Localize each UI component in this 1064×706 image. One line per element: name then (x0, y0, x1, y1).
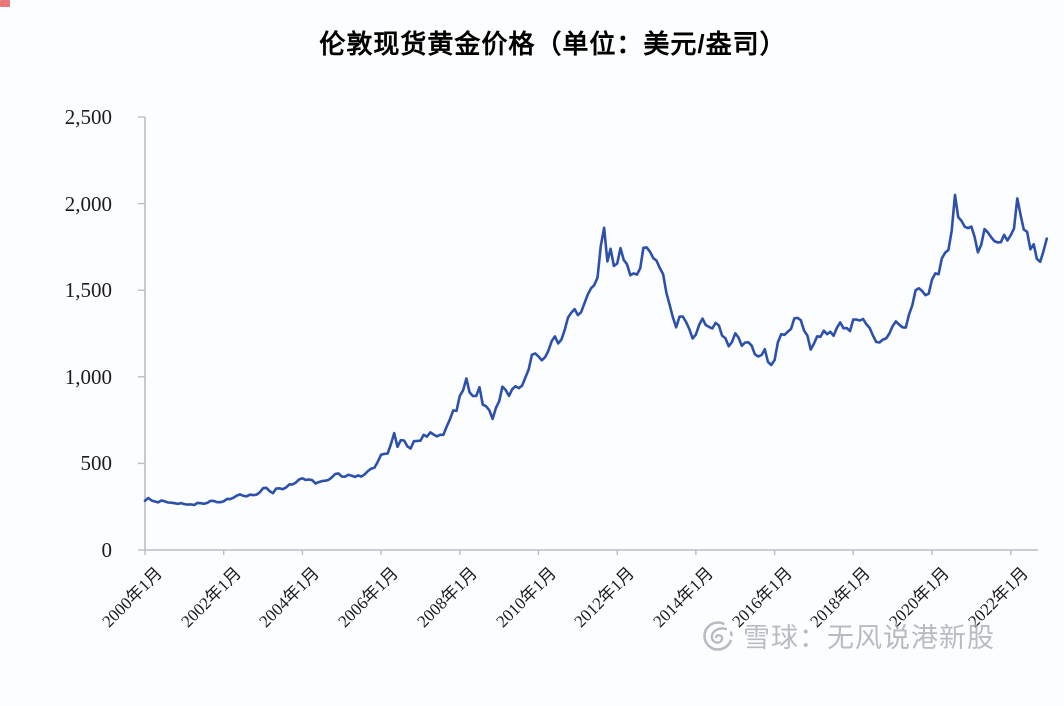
y-axis-tick-label: 2,500 (64, 105, 112, 129)
y-axis-tick-label: 500 (80, 451, 113, 476)
y-axis-tick-label: 1,000 (64, 364, 112, 389)
axis-spines (144, 117, 1038, 551)
axis-ticks (138, 116, 1012, 555)
chart-title: 伦敦现货黄金价格（单位：美元/盎司） (319, 29, 787, 59)
y-axis-tick-label: 2,000 (64, 191, 112, 216)
gold-price-series-line (143, 193, 1049, 507)
corner-red-artifact (0, 0, 10, 7)
y-axis-tick-label: 1,500 (64, 278, 112, 303)
y-axis-tick-label: 0 (101, 538, 113, 562)
